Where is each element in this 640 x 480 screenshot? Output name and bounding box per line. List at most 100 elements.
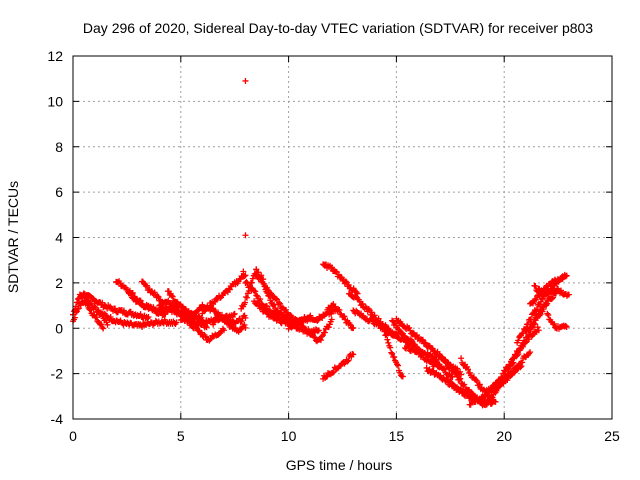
data-point xyxy=(330,369,337,376)
data-point xyxy=(242,77,249,84)
data-point xyxy=(473,378,480,385)
data-point xyxy=(371,312,378,319)
y-tick-label: -4 xyxy=(51,411,64,427)
data-point xyxy=(399,373,406,380)
data-point xyxy=(565,291,572,298)
data-point xyxy=(509,360,516,367)
data-point xyxy=(242,324,249,331)
data-point xyxy=(492,398,499,405)
data-point xyxy=(143,282,150,289)
data-point xyxy=(178,303,185,310)
data-point xyxy=(535,311,542,318)
data-point xyxy=(238,318,245,325)
data-point xyxy=(277,300,284,307)
grid-lines xyxy=(73,56,612,419)
data-point xyxy=(452,369,459,376)
data-point xyxy=(237,326,244,333)
data-point xyxy=(515,337,522,344)
data-point xyxy=(429,367,436,374)
data-point xyxy=(419,351,426,358)
data-point xyxy=(98,321,105,328)
data-point xyxy=(328,316,335,323)
data-point xyxy=(307,312,314,319)
data-point xyxy=(86,306,93,313)
data-point xyxy=(230,311,237,318)
data-point xyxy=(305,326,312,333)
data-point xyxy=(562,322,569,329)
data-point xyxy=(499,374,506,381)
data-point xyxy=(464,366,471,373)
data-point xyxy=(243,294,250,301)
y-tick-label: 8 xyxy=(55,139,63,155)
data-point xyxy=(173,319,180,326)
data-point xyxy=(242,272,249,279)
data-point xyxy=(552,290,559,297)
data-point xyxy=(457,375,464,382)
data-point xyxy=(241,321,248,328)
data-point xyxy=(75,305,82,312)
data-point xyxy=(253,292,260,299)
x-tick-label: 5 xyxy=(177,428,185,444)
data-point xyxy=(100,325,107,332)
data-point xyxy=(91,303,98,310)
data-point xyxy=(557,287,564,294)
data-point xyxy=(274,296,281,303)
data-point xyxy=(376,320,383,327)
data-point xyxy=(83,300,90,307)
data-point xyxy=(252,288,259,295)
data-point xyxy=(192,324,199,331)
data-point xyxy=(442,359,449,366)
data-point xyxy=(381,328,388,335)
data-point xyxy=(544,300,551,307)
data-point xyxy=(532,296,539,303)
data-point xyxy=(350,324,357,331)
data-point xyxy=(107,314,114,321)
data-point xyxy=(202,323,209,330)
data-point xyxy=(169,293,176,300)
data-point xyxy=(502,368,509,375)
data-points xyxy=(70,77,572,409)
data-point xyxy=(325,324,332,331)
data-point xyxy=(527,349,534,356)
data-point xyxy=(273,311,280,318)
y-tick-label: 2 xyxy=(55,275,63,291)
data-point xyxy=(533,296,540,303)
data-point xyxy=(489,394,496,401)
data-point xyxy=(526,325,533,332)
data-point xyxy=(254,293,261,300)
data-point xyxy=(255,269,262,276)
data-point xyxy=(243,293,250,300)
data-point xyxy=(515,364,522,371)
data-point xyxy=(328,264,335,271)
data-point xyxy=(509,371,516,378)
data-point xyxy=(407,336,414,343)
data-point xyxy=(311,333,318,340)
data-point xyxy=(350,351,357,358)
x-tick-label: 25 xyxy=(604,428,620,444)
data-point xyxy=(472,376,479,383)
data-point xyxy=(93,314,100,321)
data-point xyxy=(384,336,391,343)
data-point xyxy=(185,317,192,324)
data-point xyxy=(341,313,348,320)
data-point xyxy=(535,327,542,334)
data-point xyxy=(336,307,343,314)
x-tick-label: 10 xyxy=(281,428,297,444)
data-point xyxy=(519,342,526,349)
data-point xyxy=(421,339,428,346)
data-point xyxy=(387,344,394,351)
data-point xyxy=(404,342,411,349)
data-point xyxy=(168,292,175,299)
data-point xyxy=(389,350,396,357)
data-point xyxy=(438,353,445,360)
x-axis-label: GPS time / hours xyxy=(286,457,393,473)
data-point xyxy=(395,326,402,333)
data-point xyxy=(391,354,398,361)
data-point xyxy=(155,293,162,300)
data-point xyxy=(368,316,375,323)
data-point xyxy=(282,306,289,313)
data-point xyxy=(359,300,366,307)
data-point xyxy=(394,361,401,368)
data-point xyxy=(315,327,322,334)
